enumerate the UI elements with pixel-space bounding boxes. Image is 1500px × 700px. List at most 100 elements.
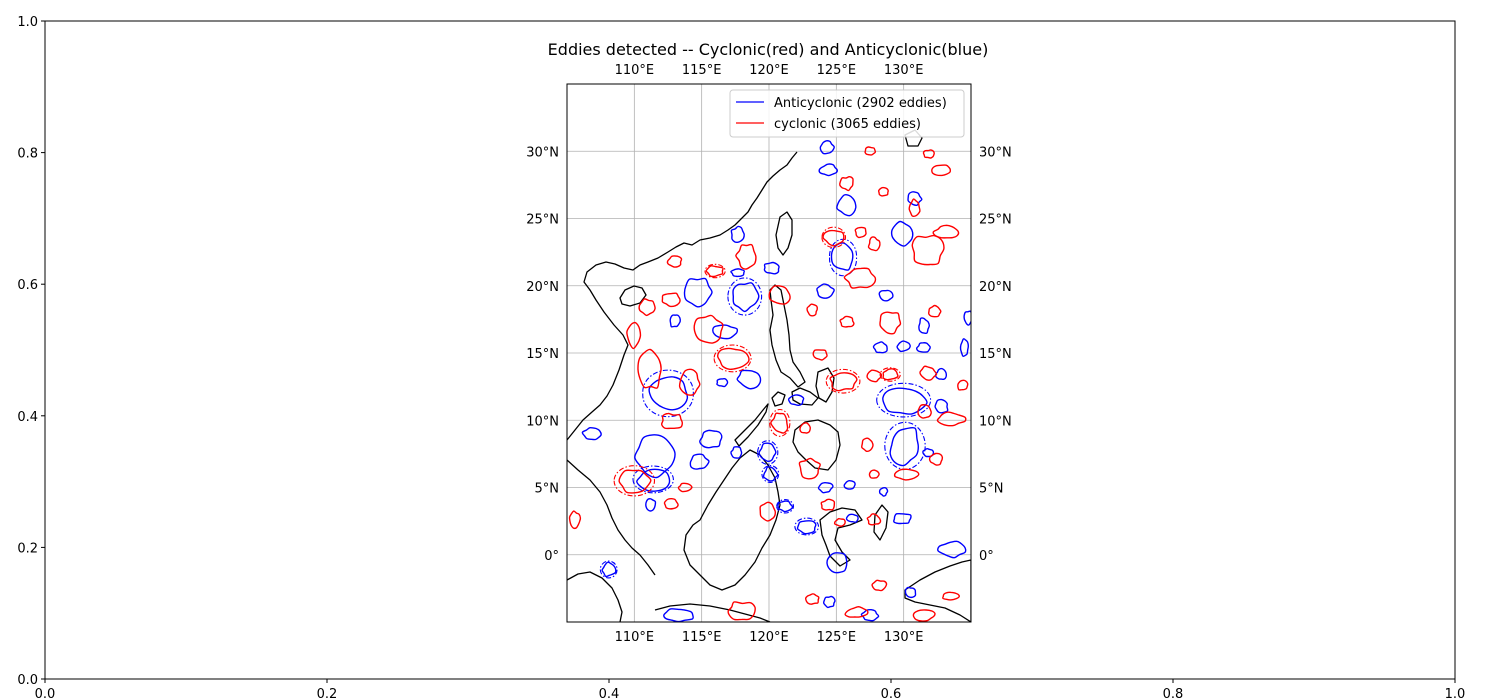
outer-y-tick-label: 0.2 (17, 541, 38, 556)
cyclonic-eddy-contour (839, 315, 855, 328)
cyclonic-eddy-contour (768, 285, 791, 305)
cyclonic-eddy-contour (861, 437, 874, 453)
cyclonic-eddy-contour (927, 304, 942, 318)
cyclonic-eddy-contour (868, 469, 880, 479)
cyclonic-eddy-contour (661, 292, 681, 308)
cyclonic-eddy-contour (677, 482, 693, 493)
anticyclonic-eddy-contour (669, 314, 681, 328)
outer-x-tick-label: 0.4 (599, 687, 620, 700)
coast-mindoro (771, 391, 786, 407)
anticyclonic-eddy-contour (730, 446, 743, 459)
legend-box (729, 89, 965, 138)
anticyclonic-eddy-contour (963, 310, 971, 326)
coastlines (567, 129, 971, 622)
outer-axes-frame (44, 20, 1456, 680)
anticyclonic-eddy-contour (889, 426, 920, 467)
cyclonic-eddy-contour (917, 404, 932, 419)
anticyclonic-eddy-contour (822, 595, 836, 609)
anticyclonic-eddy-speed-contour (794, 517, 820, 536)
legend-label-cyclonic: cyclonic (3065 eddies) (774, 117, 921, 132)
cyclonic-eddy-contour (908, 198, 921, 218)
coast-luzon (769, 284, 806, 388)
cyclonic-eddy-contour (839, 176, 854, 192)
cyclonic-eddy-contour (626, 321, 642, 350)
cyclonic-eddy-contour (879, 311, 902, 335)
anticyclonic-eddy-contour (845, 513, 859, 523)
anticyclonic-eddy-contour (935, 367, 948, 381)
lat-tick-label-right: 20°N (979, 280, 1012, 295)
cyclonic-eddy-contour (843, 267, 877, 289)
coast-samar-leyte (815, 367, 835, 403)
anticyclonic-eddy-contour (890, 220, 914, 247)
lat-tick-label-left: 5°N (535, 482, 560, 497)
outer-x-tick-label: 0.6 (881, 687, 902, 700)
cyclonic-eddy-contour (638, 298, 656, 317)
lat-tick-label-left: 25°N (526, 213, 559, 228)
lon-tick-label-top: 130°E (884, 63, 924, 78)
lon-tick-label-bottom: 110°E (615, 630, 655, 645)
anticyclonic-eddy-contour (896, 340, 911, 353)
lat-tick-label-left: 0° (544, 549, 559, 564)
cyclonic-eddy-contour (735, 243, 757, 270)
cyclonic-eddy-contour (942, 591, 960, 601)
anticyclonic-eddy-contour (645, 498, 657, 512)
lon-tick-label-bottom: 115°E (682, 630, 722, 645)
lat-tick-label-right: 0° (979, 549, 994, 564)
anticyclonic-eddy-contour (699, 429, 723, 449)
anticyclonic-eddy-speed-contour (761, 465, 780, 483)
anticyclonic-eddy-speed-contour (876, 382, 932, 418)
coast-borneo (683, 449, 781, 591)
lat-tick-label-right: 15°N (979, 347, 1012, 362)
coast-taiwan (775, 211, 793, 256)
cyclonic-eddy-contour (618, 469, 652, 494)
anticyclonic-eddy-contour (878, 487, 889, 497)
anticyclonic-eddy-speed-contour (642, 369, 694, 418)
cyclonic-eddy-contour (804, 593, 820, 605)
anticyclonic-eddy-contour (934, 398, 949, 414)
cyclonic-eddy-speed-contour (769, 408, 791, 437)
anticyclonic-eddy-contour (826, 552, 848, 574)
lon-tick-label-bottom: 125°E (817, 630, 857, 645)
chart-title: Eddies detected -- Cyclonic(red) and Ant… (548, 40, 989, 59)
cyclonic-eddy-contour (854, 226, 867, 239)
anticyclonic-eddy-contour (817, 481, 834, 494)
cyclonic-eddy-contour (882, 368, 899, 381)
cyclonic-eddy-contour (666, 255, 683, 268)
outer-y-tick-label: 0.4 (17, 410, 38, 425)
coast-malay-peninsula (567, 459, 656, 576)
cyclonic-eddy-speed-contour (713, 344, 752, 373)
anticyclonic-eddy-contour (836, 193, 857, 217)
anticyclonic-eddy-speed-contour (776, 499, 795, 514)
coast-visayas (791, 387, 819, 406)
lat-tick-label-left: 10°N (526, 414, 559, 429)
outer-x-tick-label: 0.0 (35, 687, 56, 700)
lon-tick-label-top: 120°E (749, 63, 789, 78)
anticyclonic-eddy-contour (937, 540, 967, 559)
cyclonic-eddy-contour (637, 348, 662, 389)
lat-tick-label-right: 5°N (979, 482, 1004, 497)
anticyclonic-eddy-contour (860, 608, 880, 622)
lon-tick-label-top: 115°E (682, 63, 722, 78)
coast-halmahera (873, 504, 889, 541)
coast-sulawesi (819, 507, 863, 567)
outer-y-axis: 0.0 0.2 0.4 0.6 0.8 1.0 (17, 15, 45, 688)
legend: Anticyclonic (2902 eddies) cyclonic (306… (729, 89, 965, 138)
anticyclonic-eddy-contour (959, 338, 970, 357)
anticyclonic-eddy-contour (882, 387, 928, 415)
cyclonic-eddy-contour (705, 265, 724, 278)
coast-java-north (654, 603, 771, 622)
outer-y-tick-label: 0.8 (17, 147, 38, 162)
coast-hainan (619, 285, 647, 307)
anticyclonic-eddy-contour (636, 468, 671, 492)
anticyclonic-eddy-contour (796, 520, 817, 535)
outer-x-tick-label: 1.0 (1445, 687, 1466, 700)
anticyclonic-eddy-contour (763, 261, 780, 275)
anticyclonic-series (581, 140, 971, 622)
lon-tick-label-top: 110°E (615, 63, 655, 78)
anticyclonic-eddy-speed-contour (757, 440, 779, 465)
cyclonic-eddy-speed-contour (821, 226, 847, 248)
lat-tick-label-right: 25°N (979, 213, 1012, 228)
cyclonic-eddy-contour (770, 412, 789, 434)
anticyclonic-eddy-contour (689, 453, 710, 470)
cyclonic-eddy-contour (864, 146, 877, 156)
